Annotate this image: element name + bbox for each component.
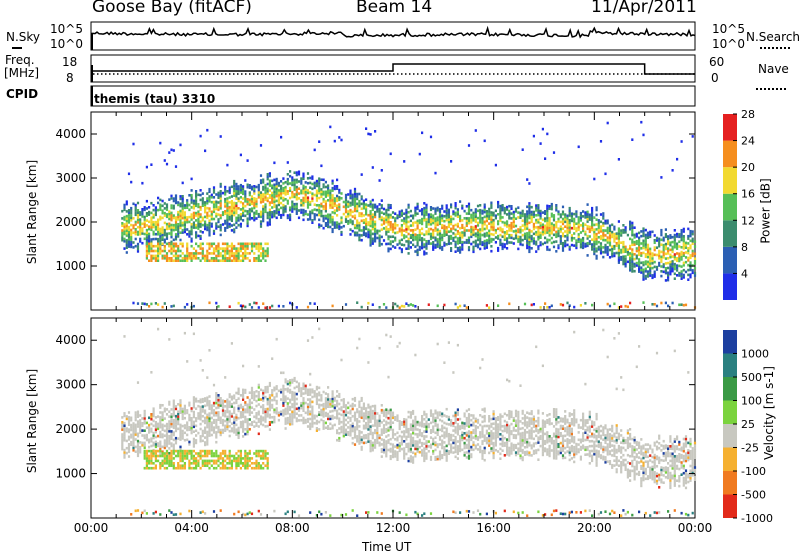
ytick-label-velocity-4000: 4000 bbox=[55, 333, 86, 347]
cpid-panel-frame bbox=[90, 85, 696, 107]
nave-top-label: 60 bbox=[709, 55, 725, 69]
colorbar-tick-label-power-5: 24 bbox=[741, 135, 755, 148]
colorbar-tick-label-velocity-7: -1000 bbox=[741, 512, 773, 525]
colorbar-power-seg-4 bbox=[723, 167, 737, 194]
colorbar-tick-label-power-6: 28 bbox=[741, 108, 755, 121]
noise-sky-legend-line bbox=[12, 47, 22, 49]
colorbar-velocity-seg-7 bbox=[723, 494, 737, 518]
colorbar-tick-label-velocity-1: 500 bbox=[741, 371, 762, 384]
colorbar-power-seg-5 bbox=[723, 140, 737, 168]
colorbar-velocity-seg-1 bbox=[723, 353, 737, 377]
station-title: Goose Bay (fitACF) bbox=[92, 0, 252, 17]
freq-unit-label: [MHz] bbox=[4, 66, 40, 80]
noise-sky-label: N.Sky bbox=[6, 30, 41, 44]
cpid-value: themis (tau) 3310 bbox=[94, 92, 216, 106]
range-panel-power bbox=[90, 111, 696, 311]
noise-search-legend-line bbox=[760, 47, 790, 49]
nave-legend-line bbox=[756, 88, 786, 90]
colorbar-power-seg-6 bbox=[723, 114, 737, 141]
x-axis-label: Time UT bbox=[362, 540, 412, 554]
noise-search-label: N.Search bbox=[746, 30, 800, 44]
colorbar-power-seg-3 bbox=[723, 193, 737, 221]
colorbar-tick-label-velocity-0: 1000 bbox=[741, 348, 769, 361]
ytick-label-power-2000: 2000 bbox=[55, 215, 86, 229]
noise-left-bottom-label: 10^0 bbox=[50, 37, 83, 51]
noise-right-top-label: 10^5 bbox=[712, 22, 745, 36]
ytick-label-power-4000: 4000 bbox=[55, 127, 86, 141]
colorbar-power-seg-1 bbox=[723, 246, 737, 274]
freq-bottom-label: 8 bbox=[66, 71, 74, 85]
colorbar-velocity-seg-0 bbox=[723, 330, 737, 354]
colorbar-tick-label-power-1: 8 bbox=[741, 241, 748, 254]
colorbar-tick-label-power-2: 12 bbox=[741, 214, 755, 227]
colorbar-tick-label-velocity-5: -100 bbox=[741, 465, 766, 478]
echo-cells-power bbox=[121, 120, 697, 310]
colorbar-velocity-seg-4 bbox=[723, 424, 737, 448]
xtick-label-5: 20:00 bbox=[577, 521, 612, 535]
noise-left-top-label: 10^5 bbox=[50, 22, 83, 36]
xtick-label-2: 08:00 bbox=[275, 521, 310, 535]
ytick-label-power-1000: 1000 bbox=[55, 259, 86, 273]
ytick-label-power-3000: 3000 bbox=[55, 171, 86, 185]
colorbar-tick-label-velocity-6: -500 bbox=[741, 489, 766, 502]
colorbar-velocity-seg-5 bbox=[723, 447, 737, 471]
colorbar-tick-label-power-0: 4 bbox=[741, 267, 748, 280]
ytick-label-velocity-1000: 1000 bbox=[55, 467, 86, 481]
ytick-label-velocity-2000: 2000 bbox=[55, 422, 86, 436]
nave-bottom-label: 0 bbox=[711, 71, 719, 85]
date-title: 11/Apr/2011 bbox=[591, 0, 697, 17]
echo-cells-velocity bbox=[121, 327, 697, 517]
colorbar-tick-label-velocity-4: -25 bbox=[741, 442, 759, 455]
ytick-label-velocity-3000: 3000 bbox=[55, 378, 86, 392]
nave-label: Nave bbox=[758, 62, 789, 76]
cpid-label: CPID bbox=[6, 87, 39, 101]
freq-line bbox=[91, 63, 695, 75]
freq-label: Freq. bbox=[5, 53, 35, 67]
freq-top-label: 18 bbox=[62, 55, 78, 69]
xtick-label-4: 16:00 bbox=[476, 521, 511, 535]
xtick-label-1: 04:00 bbox=[174, 521, 209, 535]
colorbar-power-seg-0 bbox=[723, 273, 737, 300]
noise-right-bottom-label: 10^0 bbox=[712, 37, 745, 51]
colorbar-velocity-seg-6 bbox=[723, 471, 737, 495]
beam-title: Beam 14 bbox=[356, 0, 433, 17]
colorbar-power-seg-2 bbox=[723, 220, 737, 247]
colorbar-velocity-seg-3 bbox=[723, 400, 737, 424]
colorbar-tick-label-power-4: 20 bbox=[741, 161, 755, 174]
colorbar-tick-label-power-3: 16 bbox=[741, 188, 755, 201]
colorbar-tick-label-velocity-3: 25 bbox=[741, 418, 755, 431]
xtick-label-3: 12:00 bbox=[376, 521, 411, 535]
xtick-label-6: 00:00 bbox=[678, 521, 713, 535]
colorbar-velocity-seg-2 bbox=[723, 377, 737, 401]
xtick-label-0: 00:00 bbox=[74, 521, 109, 535]
colorbar-tick-label-velocity-2: 100 bbox=[741, 395, 762, 408]
noise-sky-line bbox=[90, 25, 696, 39]
